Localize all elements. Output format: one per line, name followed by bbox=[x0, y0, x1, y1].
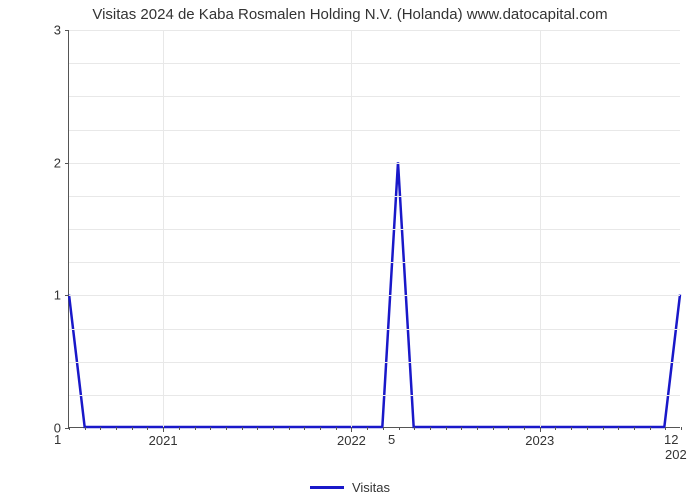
ytick-label: 3 bbox=[54, 23, 69, 38]
ytick-label: 2 bbox=[54, 155, 69, 170]
gridline-h-minor bbox=[69, 229, 680, 230]
xtick-minor bbox=[430, 427, 431, 430]
xtick-minor bbox=[618, 427, 619, 430]
gridline-h bbox=[69, 295, 680, 296]
xtick-minor bbox=[210, 427, 211, 430]
xtick-minor bbox=[650, 427, 651, 430]
axis-overlay-number: 202 bbox=[665, 447, 687, 462]
xtick-minor bbox=[603, 427, 604, 430]
axis-overlay-number: 12 bbox=[664, 432, 678, 447]
ytick-label: 1 bbox=[54, 288, 69, 303]
gridline-v bbox=[163, 30, 164, 427]
gridline-h-minor bbox=[69, 63, 680, 64]
xtick-minor bbox=[508, 427, 509, 430]
xtick-minor bbox=[634, 427, 635, 430]
gridline-h-minor bbox=[69, 262, 680, 263]
xtick-minor bbox=[665, 427, 666, 430]
gridline-h-minor bbox=[69, 96, 680, 97]
legend-swatch bbox=[310, 486, 344, 489]
xtick-minor bbox=[85, 427, 86, 430]
axis-overlay-number: 5 bbox=[388, 432, 395, 447]
xtick-minor bbox=[383, 427, 384, 430]
xtick-minor bbox=[446, 427, 447, 430]
xtick-minor bbox=[304, 427, 305, 430]
xtick-minor bbox=[69, 427, 70, 430]
gridline-h-minor bbox=[69, 329, 680, 330]
gridline-h bbox=[69, 163, 680, 164]
gridline-h-minor bbox=[69, 130, 680, 131]
xtick-minor bbox=[587, 427, 588, 430]
xtick-label: 2021 bbox=[149, 427, 178, 448]
xtick-minor bbox=[367, 427, 368, 430]
legend-label: Visitas bbox=[352, 480, 390, 495]
xtick-minor bbox=[257, 427, 258, 430]
legend: Visitas bbox=[0, 476, 700, 495]
chart-title: Visitas 2024 de Kaba Rosmalen Holding N.… bbox=[0, 6, 700, 23]
xtick-minor bbox=[461, 427, 462, 430]
xtick-minor bbox=[555, 427, 556, 430]
gridline-h-minor bbox=[69, 196, 680, 197]
xtick-minor bbox=[477, 427, 478, 430]
legend-item-visitas: Visitas bbox=[310, 480, 390, 495]
xtick-minor bbox=[100, 427, 101, 430]
xtick-minor bbox=[493, 427, 494, 430]
xtick-minor bbox=[414, 427, 415, 430]
xtick-minor bbox=[116, 427, 117, 430]
xtick-minor bbox=[320, 427, 321, 430]
xtick-minor bbox=[242, 427, 243, 430]
xtick-minor bbox=[195, 427, 196, 430]
xtick-minor bbox=[571, 427, 572, 430]
gridline-v bbox=[351, 30, 352, 427]
gridline-h-minor bbox=[69, 362, 680, 363]
xtick-minor bbox=[399, 427, 400, 430]
xtick-minor bbox=[681, 427, 682, 430]
gridline-h bbox=[69, 30, 680, 31]
xtick-label: 2023 bbox=[525, 427, 554, 448]
xtick-minor bbox=[273, 427, 274, 430]
xtick-minor bbox=[289, 427, 290, 430]
plot-area: 0123202120222023 bbox=[68, 30, 680, 428]
gridline-h-minor bbox=[69, 395, 680, 396]
xtick-minor bbox=[226, 427, 227, 430]
xtick-minor bbox=[179, 427, 180, 430]
xtick-minor bbox=[132, 427, 133, 430]
axis-overlay-number: 1 bbox=[54, 432, 61, 447]
gridline-v bbox=[540, 30, 541, 427]
xtick-label: 2022 bbox=[337, 427, 366, 448]
